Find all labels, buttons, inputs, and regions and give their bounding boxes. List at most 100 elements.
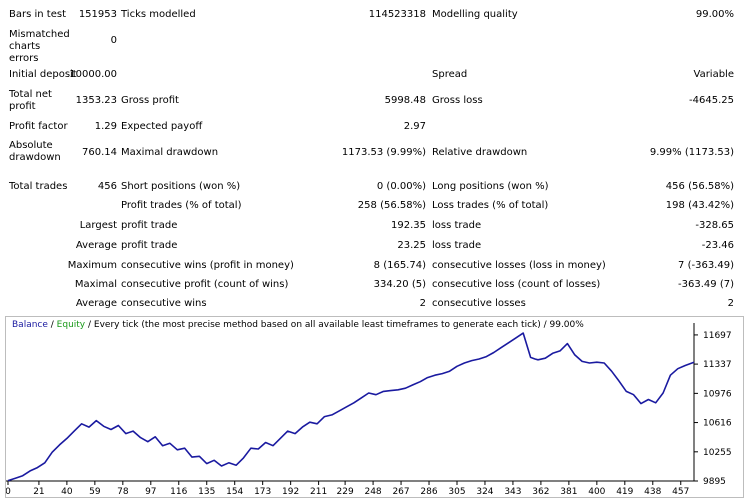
avg-cons-losses-label: consecutive losses: [432, 298, 526, 309]
modelling-quality-label: Modelling quality: [432, 9, 518, 20]
y-tick-label: 11697: [703, 331, 732, 341]
maximal-cons-loss-value: -363.49 (7): [678, 279, 734, 290]
x-tick-label: 0: [6, 487, 11, 497]
maximal-label: Maximal: [74, 279, 117, 290]
gross-profit-value: 5998.48: [384, 95, 426, 106]
average-loss-label: loss trade: [432, 240, 482, 251]
y-tick-label: 9895: [703, 477, 726, 487]
gross-profit-label: Gross profit: [121, 95, 179, 106]
x-tick-label: 438: [644, 487, 661, 497]
bars-in-test-label: Bars in test: [9, 9, 66, 20]
profit-factor-label: Profit factor: [9, 121, 68, 132]
expected-payoff-label: Expected payoff: [121, 121, 203, 132]
profit-trades-value: 258 (56.58%): [357, 200, 426, 211]
y-tick-label: 11337: [703, 360, 732, 370]
x-tick-label: 457: [672, 487, 689, 497]
total-trades-value: 456: [97, 181, 117, 192]
gross-loss-label: Gross loss: [432, 95, 483, 106]
maximum-label: Maximum: [67, 260, 117, 271]
avg-cons-losses-value: 2: [727, 298, 734, 309]
profit-factor-value: 1.29: [94, 121, 117, 132]
relative-drawdown-label: Relative drawdown: [432, 147, 528, 158]
average-loss-value: -23.46: [701, 240, 734, 251]
maximal-cons-loss-label: consecutive loss (count of losses): [432, 279, 601, 290]
initial-deposit-value: 10000.00: [69, 69, 117, 80]
y-tick-label: 10616: [703, 419, 732, 429]
average-profit-label: profit trade: [121, 240, 178, 251]
ticks-modelled-value: 114523318: [368, 9, 426, 20]
spread-label: Spread: [432, 69, 468, 80]
gross-loss-value: -4645.25: [689, 95, 734, 106]
y-tick-label: 10255: [703, 448, 732, 458]
relative-drawdown-value: 9.99% (1173.53): [649, 147, 734, 158]
chart-canvas: 9895 10255 10616 10976 11337 11697 0 21 40 59 78 97…: [6, 323, 732, 497]
x-tick-label: 400: [588, 487, 605, 497]
x-tick-label: 419: [616, 487, 633, 497]
y-tick-label: 10976: [703, 389, 732, 399]
x-tick-label: 116: [170, 487, 187, 497]
x-tick-label: 173: [254, 487, 271, 497]
legend-equity: Equity: [56, 320, 86, 330]
absolute-drawdown-value: 760.14: [82, 147, 117, 158]
x-tick-label: 267: [392, 487, 409, 497]
x-tick-label: 135: [198, 487, 215, 497]
x-tick-label: 305: [448, 487, 465, 497]
average-profit-value: 23.25: [397, 240, 426, 251]
largest-profit-value: 192.35: [391, 220, 426, 231]
max-cons-losses-label: consecutive losses (loss in money): [432, 260, 606, 271]
maximal-cons-profit-label: consecutive profit (count of wins): [121, 279, 289, 290]
strategy-report: Bars in test 151953 Ticks modelled 11452…: [9, 9, 735, 309]
profit-trades-label: Profit trades (% of total): [121, 200, 242, 211]
x-tick-label: 343: [504, 487, 521, 497]
total-net-profit-value: 1353.23: [75, 95, 117, 106]
expected-payoff-value: 2.97: [403, 121, 426, 132]
x-tick-label: 381: [560, 487, 577, 497]
legend-description: / Every tick (the most precise method ba…: [85, 320, 584, 330]
x-tick-label: 154: [226, 487, 243, 497]
total-net-profit-label: Total net profit: [9, 89, 52, 112]
x-tick-label: 211: [310, 487, 327, 497]
ticks-modelled-label: Ticks modelled: [121, 9, 196, 20]
largest-label: Largest: [79, 220, 117, 231]
initial-deposit-label: Initial deposit: [9, 69, 77, 80]
long-positions-value: 456 (56.58%): [665, 181, 734, 192]
balance-chart: Balance / Equity / Every tick (the most …: [5, 316, 744, 498]
avg-cons-wins-label: consecutive wins: [121, 298, 207, 309]
x-tick-label: 362: [532, 487, 549, 497]
x-tick-label: 21: [33, 487, 44, 497]
mismatched-value: 0: [110, 35, 117, 46]
max-cons-wins-label: consecutive wins (profit in money): [121, 260, 294, 271]
legend-separator: /: [47, 320, 57, 330]
short-positions-label: Short positions (won %): [121, 181, 241, 192]
x-tick-label: 229: [337, 487, 354, 497]
short-positions-value: 0 (0.00%): [376, 181, 426, 192]
max-cons-losses-value: 7 (-363.49): [678, 260, 734, 271]
chart-legend: Balance / Equity / Every tick (the most …: [12, 320, 584, 330]
long-positions-label: Long positions (won %): [432, 181, 549, 192]
largest-profit-label: profit trade: [121, 220, 178, 231]
avg-cons-wins-value: 2: [419, 298, 426, 309]
largest-loss-value: -328.65: [695, 220, 734, 231]
modelling-quality-value: 99.00%: [695, 9, 734, 20]
x-tick-label: 248: [364, 487, 381, 497]
x-tick-label: 324: [476, 487, 493, 497]
x-tick-label: 97: [145, 487, 156, 497]
average2-label: Average: [75, 298, 117, 309]
mismatched-label: Mismatched charts errors: [9, 29, 70, 64]
x-tick-label: 59: [89, 487, 101, 497]
average-label: Average: [75, 240, 117, 251]
spread-value: Variable: [693, 69, 735, 80]
x-tick-label: 78: [117, 487, 129, 497]
legend-balance: Balance: [12, 320, 48, 330]
maximal-drawdown-label: Maximal drawdown: [121, 147, 219, 158]
total-trades-label: Total trades: [9, 181, 68, 192]
series-line-balance: [7, 332, 695, 482]
loss-trades-value: 198 (43.42%): [665, 200, 734, 211]
loss-trades-label: Loss trades (% of total): [432, 200, 549, 211]
x-tick-label: 286: [420, 487, 437, 497]
absolute-drawdown-label: Absolute drawdown: [9, 140, 61, 163]
x-tick-label: 192: [282, 487, 299, 497]
maximal-drawdown-value: 1173.53 (9.99%): [341, 147, 426, 158]
largest-loss-label: loss trade: [432, 220, 482, 231]
bars-in-test-value: 151953: [78, 9, 117, 20]
